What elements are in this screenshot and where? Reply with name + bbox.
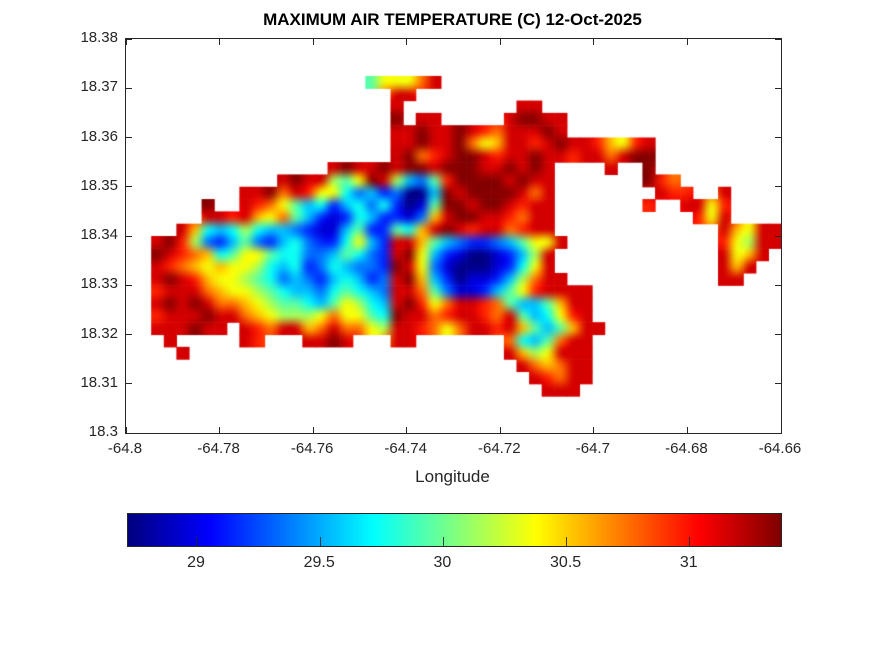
x-tick-mark (499, 427, 501, 433)
x-tick-mark-top (499, 39, 501, 45)
plot-title: MAXIMUM AIR TEMPERATURE (C) 12-Oct-2025 (263, 10, 642, 29)
x-tick-mark (312, 427, 314, 433)
colorbar-tick-label: 29 (187, 554, 205, 571)
x-tick-mark-top (686, 39, 688, 45)
x-tick-mark (219, 427, 221, 433)
colorbar (127, 513, 782, 547)
x-tick-mark (686, 427, 688, 433)
y-tick-mark-right (775, 87, 781, 89)
y-tick-mark-right (775, 38, 781, 40)
y-tick-mark (126, 38, 132, 40)
y-tick-label: 18.35 (80, 176, 118, 194)
x-tick-label: -64.66 (758, 440, 802, 457)
x-tick-label: -64.78 (197, 440, 240, 457)
x-tick-label: -64.8 (107, 440, 143, 457)
x-tick-mark-top (125, 39, 127, 45)
y-tick-mark (126, 334, 132, 335)
colorbar-tick-mark (566, 537, 568, 546)
colorbar-tick-label: 30.5 (550, 554, 582, 571)
axes-box (125, 38, 782, 434)
y-tick-label: 18.31 (80, 373, 118, 391)
y-tick-mark (126, 137, 132, 138)
y-tick-mark-right (775, 284, 781, 286)
x-tick-mark-top (406, 39, 408, 45)
x-tick-label: -64.68 (665, 440, 708, 457)
x-tick-mark (125, 427, 127, 433)
y-tick-label: 18.36 (80, 127, 118, 145)
y-tick-mark (126, 432, 132, 434)
x-tick-label: -64.72 (478, 440, 521, 457)
x-tick-mark-top (219, 39, 221, 45)
y-tick-label: 18.34 (80, 226, 118, 243)
y-tick-label: 18.33 (80, 275, 118, 293)
x-tick-mark (780, 427, 782, 433)
y-tick-mark-right (775, 432, 781, 434)
x-tick-label: -64.7 (575, 440, 610, 457)
y-tick-label: 18.3 (88, 423, 118, 440)
colorbar-tick-mark (319, 537, 321, 546)
y-tick-label: 18.37 (80, 78, 118, 96)
colorbar-tick-mark (689, 537, 691, 546)
y-tick-mark (126, 87, 132, 89)
x-tick-mark-top (593, 39, 595, 45)
x-tick-mark (406, 427, 408, 433)
y-tick-mark-right (775, 235, 781, 237)
y-tick-mark (126, 235, 132, 237)
y-tick-mark-right (775, 334, 781, 335)
x-tick-label: -64.74 (384, 440, 427, 457)
y-tick-mark (126, 383, 132, 385)
colorbar-tick-label: 31 (679, 554, 698, 571)
y-tick-mark (126, 284, 132, 286)
colorbar-tick-label: 29.5 (303, 554, 335, 571)
y-tick-label: 18.32 (80, 324, 118, 342)
x-tick-mark (593, 427, 595, 433)
y-tick-mark-right (775, 186, 781, 188)
temperature-heatmap-canvas (126, 39, 781, 433)
x-tick-mark-top (780, 39, 782, 45)
x-tick-label: -64.76 (290, 440, 334, 457)
y-tick-mark (126, 186, 132, 188)
colorbar-tick-mark (442, 537, 444, 546)
x-axis-label: Longitude (415, 467, 490, 486)
y-tick-mark-right (775, 137, 781, 138)
y-tick-label: 18.38 (80, 29, 118, 46)
colorbar-tick-label: 30 (433, 554, 452, 571)
colorbar-tick-mark (196, 537, 198, 546)
y-tick-mark-right (775, 383, 781, 385)
colorbar-gradient-canvas (128, 514, 781, 546)
x-tick-mark-top (312, 39, 314, 45)
